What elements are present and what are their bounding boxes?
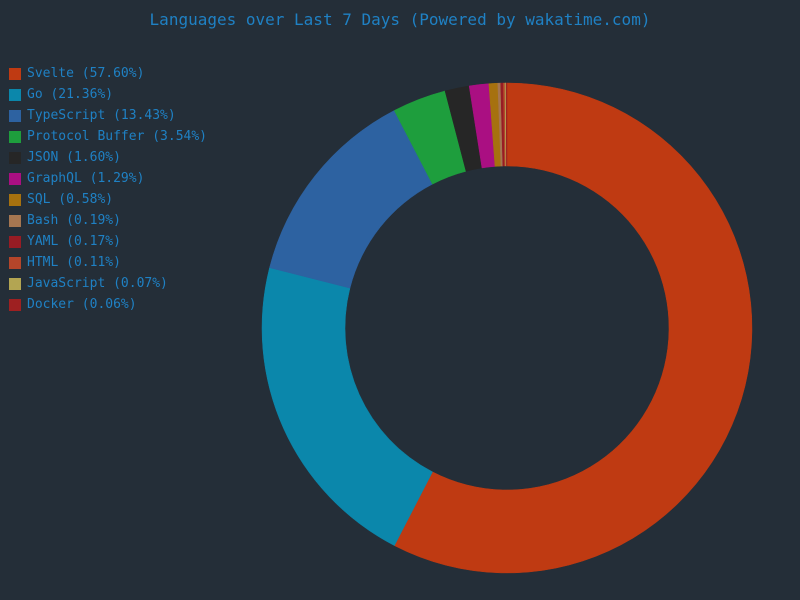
legend-label: Protocol Buffer (3.54%) bbox=[27, 129, 208, 144]
legend-label: Bash (0.19%) bbox=[27, 213, 121, 228]
legend-label: SQL (0.58%) bbox=[27, 192, 114, 207]
legend-swatch bbox=[9, 298, 21, 311]
legend-item: SQL (0.58%) bbox=[9, 189, 207, 210]
legend-item: Go (21.36%) bbox=[9, 84, 207, 105]
legend-item: Bash (0.19%) bbox=[9, 210, 207, 231]
legend-label: Docker (0.06%) bbox=[27, 297, 137, 312]
legend-label: Svelte (57.60%) bbox=[27, 66, 145, 81]
legend-swatch bbox=[9, 193, 21, 206]
legend-swatch bbox=[9, 277, 21, 290]
legend-item: HTML (0.11%) bbox=[9, 252, 207, 273]
legend-item: JavaScript (0.07%) bbox=[9, 273, 207, 294]
legend-item: GraphQL (1.29%) bbox=[9, 168, 207, 189]
legend-swatch bbox=[9, 256, 21, 269]
legend-label: YAML (0.17%) bbox=[27, 234, 121, 249]
slice-docker bbox=[505, 82, 508, 167]
legend-item: Docker (0.06%) bbox=[9, 294, 207, 315]
legend-swatch bbox=[9, 67, 21, 80]
legend-swatch bbox=[9, 235, 21, 248]
legend-item: TypeScript (13.43%) bbox=[9, 105, 207, 126]
legend-item: Protocol Buffer (3.54%) bbox=[9, 126, 207, 147]
legend-item: YAML (0.17%) bbox=[9, 231, 207, 252]
chart-title: Languages over Last 7 Days (Powered by w… bbox=[149, 10, 651, 29]
legend-swatch bbox=[9, 151, 21, 164]
slice-go bbox=[261, 267, 433, 546]
legend-swatch bbox=[9, 88, 21, 101]
legend-label: GraphQL (1.29%) bbox=[27, 171, 145, 186]
legend-label: TypeScript (13.43%) bbox=[27, 108, 176, 123]
legend-label: JavaScript (0.07%) bbox=[27, 276, 168, 291]
legend-item: JSON (1.60%) bbox=[9, 147, 207, 168]
legend-label: JSON (1.60%) bbox=[27, 150, 121, 165]
slice-svelte bbox=[394, 82, 753, 574]
legend-swatch bbox=[9, 172, 21, 185]
legend-swatch bbox=[9, 109, 21, 122]
legend-swatch bbox=[9, 214, 21, 227]
legend-swatch bbox=[9, 130, 21, 143]
legend-label: HTML (0.11%) bbox=[27, 255, 121, 270]
chart-legend: Svelte (57.60%) Go (21.36%) TypeScript (13… bbox=[9, 63, 207, 315]
legend-label: Go (21.36%) bbox=[27, 87, 114, 102]
legend-item: Svelte (57.60%) bbox=[9, 63, 207, 84]
